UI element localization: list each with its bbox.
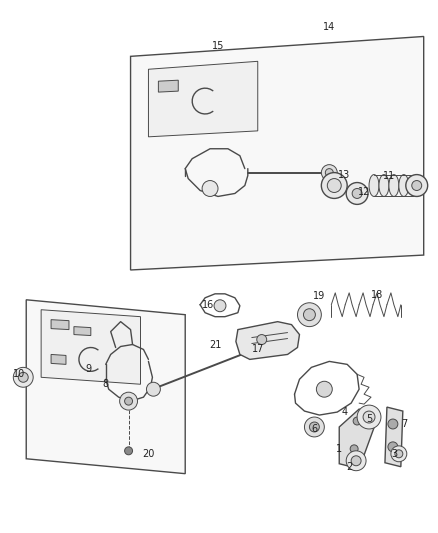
Circle shape — [357, 405, 381, 429]
Text: 9: 9 — [86, 365, 92, 374]
Circle shape — [321, 165, 337, 181]
Circle shape — [304, 309, 315, 321]
Text: 17: 17 — [251, 344, 264, 354]
Ellipse shape — [389, 175, 399, 197]
Circle shape — [124, 447, 133, 455]
Text: 2: 2 — [346, 462, 352, 472]
Text: 16: 16 — [202, 300, 214, 310]
Text: 1: 1 — [336, 444, 342, 454]
Text: 4: 4 — [341, 407, 347, 417]
Polygon shape — [26, 300, 185, 474]
Circle shape — [124, 397, 133, 405]
Circle shape — [346, 182, 368, 204]
Polygon shape — [131, 36, 424, 270]
Text: 11: 11 — [383, 171, 395, 181]
Text: 13: 13 — [338, 169, 350, 180]
Text: 18: 18 — [371, 290, 383, 300]
Circle shape — [353, 417, 361, 425]
Polygon shape — [41, 310, 141, 384]
Circle shape — [309, 422, 319, 432]
Polygon shape — [385, 407, 403, 467]
Circle shape — [202, 181, 218, 197]
Circle shape — [18, 373, 28, 382]
Polygon shape — [159, 80, 178, 92]
Text: 5: 5 — [366, 414, 372, 424]
Ellipse shape — [399, 175, 409, 197]
Circle shape — [350, 445, 358, 453]
Circle shape — [120, 392, 138, 410]
Circle shape — [395, 450, 403, 458]
Text: 15: 15 — [212, 42, 224, 51]
Circle shape — [13, 367, 33, 387]
Circle shape — [352, 189, 362, 198]
Text: 12: 12 — [358, 188, 370, 197]
Polygon shape — [51, 320, 69, 329]
Text: 19: 19 — [313, 291, 325, 301]
Circle shape — [304, 417, 324, 437]
Circle shape — [327, 179, 341, 192]
Circle shape — [214, 300, 226, 312]
Circle shape — [257, 335, 267, 344]
Circle shape — [388, 442, 398, 452]
Circle shape — [146, 382, 160, 396]
Circle shape — [351, 456, 361, 466]
Text: 20: 20 — [142, 449, 155, 459]
Circle shape — [346, 451, 366, 471]
Circle shape — [297, 303, 321, 327]
Ellipse shape — [369, 175, 379, 197]
Text: 6: 6 — [311, 424, 318, 434]
Circle shape — [325, 168, 333, 176]
Polygon shape — [236, 321, 300, 359]
Circle shape — [316, 381, 332, 397]
Circle shape — [321, 173, 347, 198]
Text: 14: 14 — [323, 21, 336, 31]
Polygon shape — [74, 327, 91, 336]
Circle shape — [388, 419, 398, 429]
Text: 7: 7 — [401, 419, 407, 429]
Text: 3: 3 — [391, 449, 397, 459]
Circle shape — [391, 446, 407, 462]
Circle shape — [412, 181, 422, 190]
Text: 8: 8 — [102, 379, 109, 389]
Text: 10: 10 — [13, 369, 25, 379]
Polygon shape — [339, 409, 379, 469]
Ellipse shape — [379, 175, 389, 197]
Circle shape — [363, 411, 375, 423]
Polygon shape — [148, 61, 258, 137]
Circle shape — [406, 175, 427, 197]
Polygon shape — [51, 354, 66, 365]
Text: 21: 21 — [209, 340, 221, 350]
